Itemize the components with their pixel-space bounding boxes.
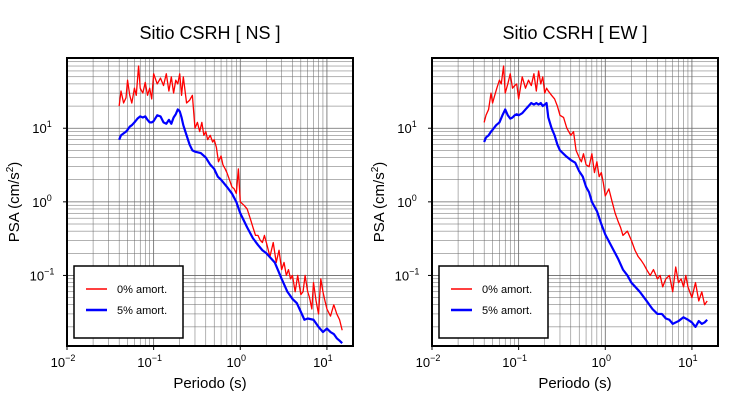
x-tick-exponent: −1 bbox=[152, 353, 162, 363]
series-line-undamped bbox=[118, 65, 343, 331]
chart-title: Sitio CSRH [ NS ] bbox=[139, 23, 280, 43]
y-tick-label: 101 bbox=[397, 119, 416, 136]
x-axis-label: Periodo (s) bbox=[173, 375, 246, 392]
x-tick-label: 100 bbox=[227, 353, 246, 370]
y-axis-label-main: PSA (cm/s bbox=[371, 172, 388, 242]
y-axis-label-main: PSA (cm/s bbox=[6, 172, 23, 242]
legend: 0% amort. 5% amort. bbox=[438, 265, 549, 339]
x-tick-base: 10 bbox=[592, 355, 606, 370]
y-tick-exponent: 0 bbox=[412, 193, 417, 203]
y-tick-exponent: −1 bbox=[44, 266, 54, 276]
y-tick-base: 10 bbox=[32, 121, 46, 136]
x-tick-label: 10−2 bbox=[416, 353, 441, 370]
y-tick-base: 10 bbox=[395, 268, 409, 283]
series-line-undamped bbox=[483, 65, 708, 306]
x-tick-exponent: −1 bbox=[517, 353, 527, 363]
x-tick-exponent: 0 bbox=[241, 353, 246, 363]
legend-box bbox=[438, 265, 549, 339]
x-tick-exponent: 1 bbox=[328, 353, 333, 363]
y-axis-label-tail: ) bbox=[371, 162, 388, 167]
y-tick-label: 100 bbox=[32, 193, 51, 210]
chart-title: Sitio CSRH [ EW ] bbox=[502, 23, 647, 43]
x-tick-base: 10 bbox=[137, 355, 151, 370]
x-tick-label: 101 bbox=[678, 353, 697, 370]
y-tick-base: 10 bbox=[32, 195, 46, 210]
legend-label: 0% amort. bbox=[117, 284, 167, 296]
x-tick-exponent: 0 bbox=[606, 353, 611, 363]
y-tick-label: 10−1 bbox=[30, 266, 55, 283]
x-tick-label: 10−2 bbox=[51, 353, 76, 370]
y-tick-exponent: −1 bbox=[409, 266, 419, 276]
x-tick-exponent: −2 bbox=[430, 353, 440, 363]
y-tick-label: 100 bbox=[397, 193, 416, 210]
y-axis-label-superscript: 2 bbox=[370, 166, 381, 172]
x-tick-base: 10 bbox=[227, 355, 241, 370]
x-tick-base: 10 bbox=[51, 355, 65, 370]
y-axis-label: PSA (cm/s2) bbox=[5, 162, 23, 243]
series-line-damped bbox=[483, 101, 708, 328]
legend: 0% amort. 5% amort. bbox=[73, 265, 184, 339]
x-tick-base: 10 bbox=[313, 355, 327, 370]
x-tick-label: 10−1 bbox=[502, 353, 527, 370]
y-axis-label-tail: ) bbox=[6, 162, 23, 167]
x-tick-exponent: −2 bbox=[65, 353, 75, 363]
y-tick-exponent: 1 bbox=[412, 119, 417, 129]
x-tick-label: 101 bbox=[313, 353, 332, 370]
y-tick-label: 10−1 bbox=[395, 266, 420, 283]
y-tick-base: 10 bbox=[30, 268, 44, 283]
legend-label: 5% amort. bbox=[482, 305, 532, 317]
x-tick-label: 10−1 bbox=[137, 353, 162, 370]
x-tick-label: 100 bbox=[592, 353, 611, 370]
y-tick-base: 10 bbox=[397, 121, 411, 136]
y-tick-exponent: 1 bbox=[47, 119, 52, 129]
legend-label: 5% amort. bbox=[117, 305, 167, 317]
x-tick-exponent: 1 bbox=[693, 353, 698, 363]
series-line-damped bbox=[118, 108, 343, 345]
x-tick-base: 10 bbox=[502, 355, 516, 370]
legend-box bbox=[73, 265, 184, 339]
y-tick-label: 101 bbox=[32, 119, 51, 136]
y-tick-base: 10 bbox=[397, 195, 411, 210]
y-tick-exponent: 0 bbox=[47, 193, 52, 203]
legend-label: 0% amort. bbox=[482, 284, 532, 296]
x-tick-base: 10 bbox=[678, 355, 692, 370]
y-axis-label-superscript: 2 bbox=[5, 166, 16, 172]
y-axis-label: PSA (cm/s2) bbox=[370, 162, 388, 243]
x-axis-label: Periodo (s) bbox=[538, 375, 611, 392]
x-tick-base: 10 bbox=[416, 355, 430, 370]
